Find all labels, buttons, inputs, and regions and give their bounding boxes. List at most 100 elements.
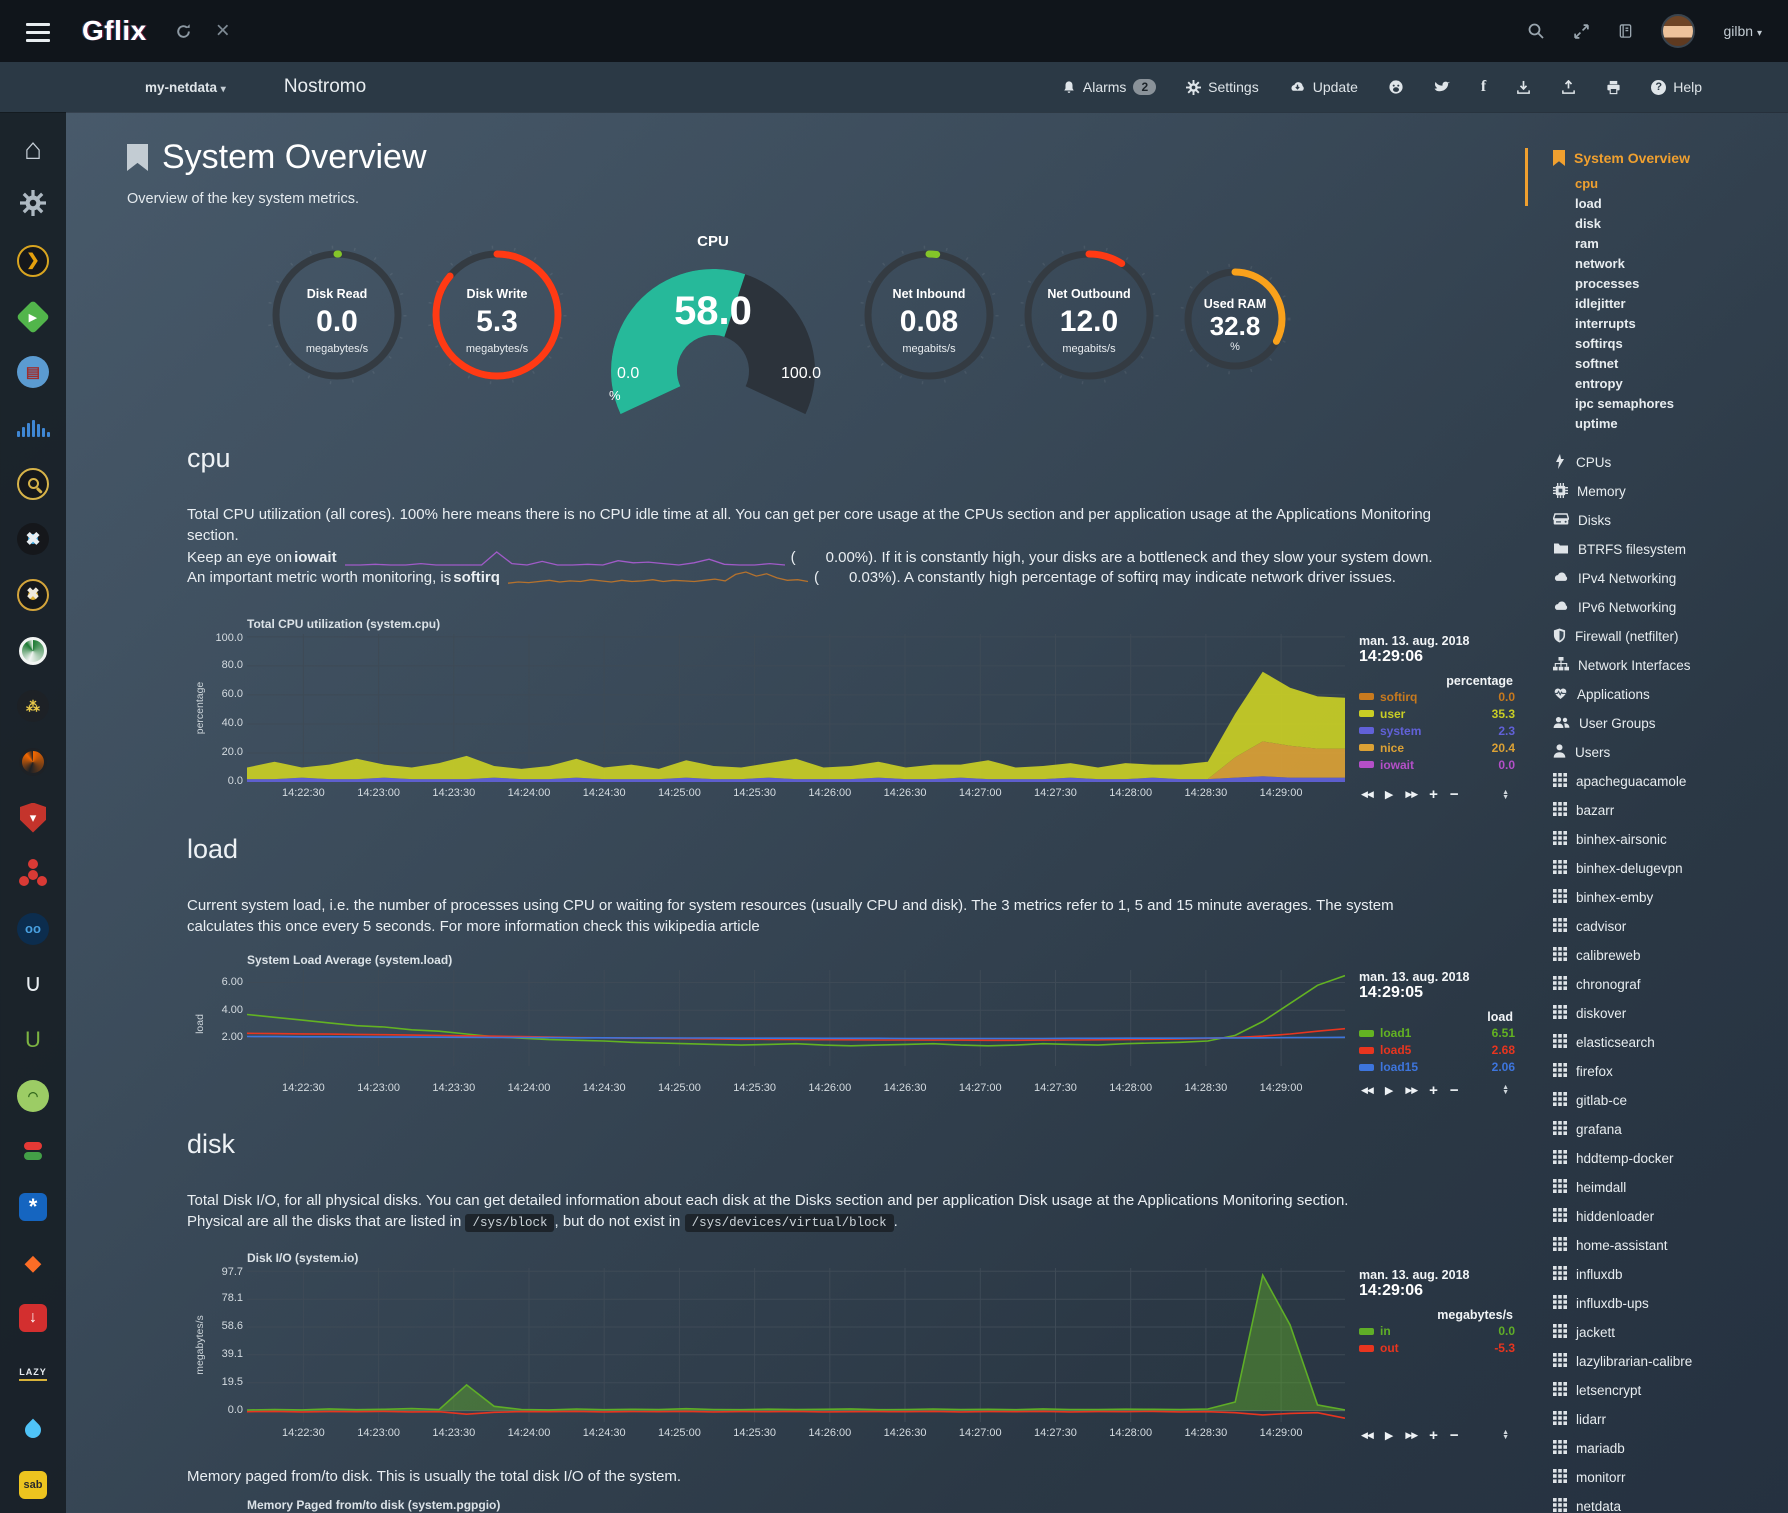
sidebar-item-processes[interactable]: processes (1575, 274, 1788, 294)
sabnzbd-icon[interactable]: sab (0, 1457, 66, 1513)
sidebar-item-applications[interactable]: Applications (1553, 680, 1788, 709)
sidebar-item-home-assistant[interactable]: home-assistant (1553, 1231, 1788, 1260)
softirq-sparkline[interactable] (508, 569, 808, 587)
sidebar-item-hiddenloader[interactable]: hiddenloader (1553, 1202, 1788, 1231)
zoom-out-icon[interactable]: − (1450, 1427, 1459, 1444)
sidebar-item-cpus[interactable]: CPUs (1553, 448, 1788, 477)
legend-row-in[interactable]: in 0.0 (1359, 1324, 1515, 1338)
user-menu[interactable]: gilbn ▾ (1723, 23, 1762, 39)
sidebar-item-netdata[interactable]: netdata (1553, 1492, 1788, 1513)
sidebar-item-softirqs[interactable]: softirqs (1575, 334, 1788, 354)
refresh-icon[interactable] (175, 23, 192, 40)
sidebar-item-binhex-emby[interactable]: binhex-emby (1553, 883, 1788, 912)
help-button[interactable]: ? Help (1651, 79, 1702, 95)
update-button[interactable]: Update (1289, 79, 1358, 95)
sidebar-item-mariadb[interactable]: mariadb (1553, 1434, 1788, 1463)
chart-plot-area[interactable] (247, 1268, 1345, 1422)
green-u-icon[interactable]: U (0, 1012, 66, 1068)
airsonic-bars-icon[interactable] (0, 400, 66, 456)
pan-forward-icon[interactable]: ▶▶ (1405, 1430, 1417, 1441)
sidebar-item-elasticsearch[interactable]: elasticsearch (1553, 1028, 1788, 1057)
sidebar-item-ipv4-networking[interactable]: IPv4 Networking (1553, 564, 1788, 593)
gauge-net-outbound[interactable]: Net Outbound12.0megabits/s (1019, 245, 1159, 385)
sidebar-item-apacheguacamole[interactable]: apacheguacamole (1553, 767, 1788, 796)
legend-row-user[interactable]: user 35.3 (1359, 707, 1515, 721)
legend-row-nice[interactable]: nice 20.4 (1359, 741, 1515, 755)
x-app-blue-icon[interactable]: ✖ (0, 511, 66, 567)
sidebar-item-system-overview[interactable]: System Overview (1553, 150, 1788, 166)
sidebar-item-binhex-delugevpn[interactable]: binhex-delugevpn (1553, 854, 1788, 883)
avatar[interactable] (1661, 14, 1695, 48)
red-shield-icon[interactable]: ▾ (0, 790, 66, 846)
sidebar-item-hddtemp-docker[interactable]: hddtemp-docker (1553, 1144, 1788, 1173)
sidebar-item-binhex-airsonic[interactable]: binhex-airsonic (1553, 825, 1788, 854)
print-icon[interactable] (1606, 80, 1621, 95)
sidebar-item-influxdb[interactable]: influxdb (1553, 1260, 1788, 1289)
red-download-icon[interactable]: ↓ (0, 1290, 66, 1346)
library-icon[interactable]: ▤ (0, 345, 66, 401)
sidebar-item-letsencrypt[interactable]: letsencrypt (1553, 1376, 1788, 1405)
download-snapshot-icon[interactable] (1516, 80, 1531, 95)
upload-snapshot-icon[interactable] (1561, 80, 1576, 95)
home-icon[interactable]: ⌂ (0, 122, 66, 178)
emby-icon[interactable]: ▶ (0, 289, 66, 345)
pan-forward-icon[interactable]: ▶▶ (1405, 1085, 1417, 1096)
sidebar-item-lazylibrarian-calibre[interactable]: lazylibrarian-calibre (1553, 1347, 1788, 1376)
pan-backward-icon[interactable]: ◀◀ (1361, 1430, 1373, 1441)
sidebar-item-jackett[interactable]: jackett (1553, 1318, 1788, 1347)
x-app-gold-icon[interactable]: ✖ (0, 567, 66, 623)
sidebar-item-memory[interactable]: Memory (1553, 477, 1788, 506)
sidebar-item-load[interactable]: load (1575, 194, 1788, 214)
zoom-in-icon[interactable]: + (1429, 1427, 1438, 1444)
app-logo[interactable]: Gflix (82, 15, 147, 47)
play-icon[interactable]: ▶ (1385, 788, 1393, 801)
chart-plot-area[interactable] (247, 970, 1345, 1066)
sidebar-item-softnet[interactable]: softnet (1575, 354, 1788, 374)
zoom-out-icon[interactable]: − (1450, 786, 1459, 803)
sidebar-item-idlejitter[interactable]: idlejitter (1575, 294, 1788, 314)
sidebar-item-network-interfaces[interactable]: Network Interfaces (1553, 651, 1788, 680)
changelog-book-icon[interactable] (1618, 23, 1633, 39)
zoom-out-icon[interactable]: − (1450, 1082, 1459, 1099)
green-swirl-icon[interactable] (0, 623, 66, 679)
red-cluster-icon[interactable] (0, 845, 66, 901)
gitlab-fox-icon[interactable]: ◆ (0, 1235, 66, 1291)
sidebar-item-diskover[interactable]: diskover (1553, 999, 1788, 1028)
sidebar-item-users[interactable]: Users (1553, 738, 1788, 767)
sidebar-item-cadvisor[interactable]: cadvisor (1553, 912, 1788, 941)
pills-icon[interactable] (0, 1124, 66, 1180)
legend-row-softirq[interactable]: softirq 0.0 (1359, 690, 1515, 704)
sidebar-item-disks[interactable]: Disks (1553, 506, 1788, 535)
chart-plot-area[interactable] (247, 634, 1345, 782)
sidebar-item-ipv6-networking[interactable]: IPv6 Networking (1553, 593, 1788, 622)
zoom-in-icon[interactable]: + (1429, 786, 1438, 803)
sidebar-item-chronograf[interactable]: chronograf (1553, 970, 1788, 999)
sidebar-item-gitlab-ce[interactable]: gitlab-ce (1553, 1086, 1788, 1115)
fullscreen-icon[interactable] (1573, 23, 1590, 40)
search-icon[interactable] (1527, 22, 1545, 40)
green-ball-icon[interactable]: ◠ (0, 1068, 66, 1124)
play-icon[interactable]: ▶ (1385, 1084, 1393, 1097)
lazylibrarian-icon[interactable]: LAZY (0, 1346, 66, 1402)
sidebar-item-firefox[interactable]: firefox (1553, 1057, 1788, 1086)
sidebar-item-monitorr[interactable]: monitorr (1553, 1463, 1788, 1492)
grafana-icon[interactable] (0, 734, 66, 790)
sidebar-item-disk[interactable]: disk (1575, 214, 1788, 234)
sidebar-item-uptime[interactable]: uptime (1575, 414, 1788, 434)
zoom-in-icon[interactable]: + (1429, 1082, 1438, 1099)
molecule-icon[interactable]: ⁂ (0, 678, 66, 734)
sidebar-item-interrupts[interactable]: interrupts (1575, 314, 1788, 334)
twitter-icon[interactable] (1434, 80, 1451, 94)
facebook-icon[interactable]: f (1481, 78, 1486, 96)
settings-button[interactable]: Settings (1186, 79, 1259, 95)
gauge-used-ram[interactable]: Used RAM32.8% (1179, 263, 1291, 375)
play-icon[interactable]: ▶ (1385, 1429, 1393, 1442)
legend-row-system[interactable]: system 2.3 (1359, 724, 1515, 738)
gauge-disk-write[interactable]: Disk Write5.3megabytes/s (427, 245, 567, 385)
pan-backward-icon[interactable]: ◀◀ (1361, 1085, 1373, 1096)
legend-row-load5[interactable]: load5 2.68 (1359, 1043, 1515, 1057)
sidebar-item-btrfs-filesystem[interactable]: BTRFS filesystem (1553, 535, 1788, 564)
resize-handle-icon[interactable]: ▲▼ (1502, 1085, 1509, 1095)
settings-gear-icon[interactable] (0, 178, 66, 234)
alarms-button[interactable]: Alarms 2 (1062, 79, 1156, 95)
